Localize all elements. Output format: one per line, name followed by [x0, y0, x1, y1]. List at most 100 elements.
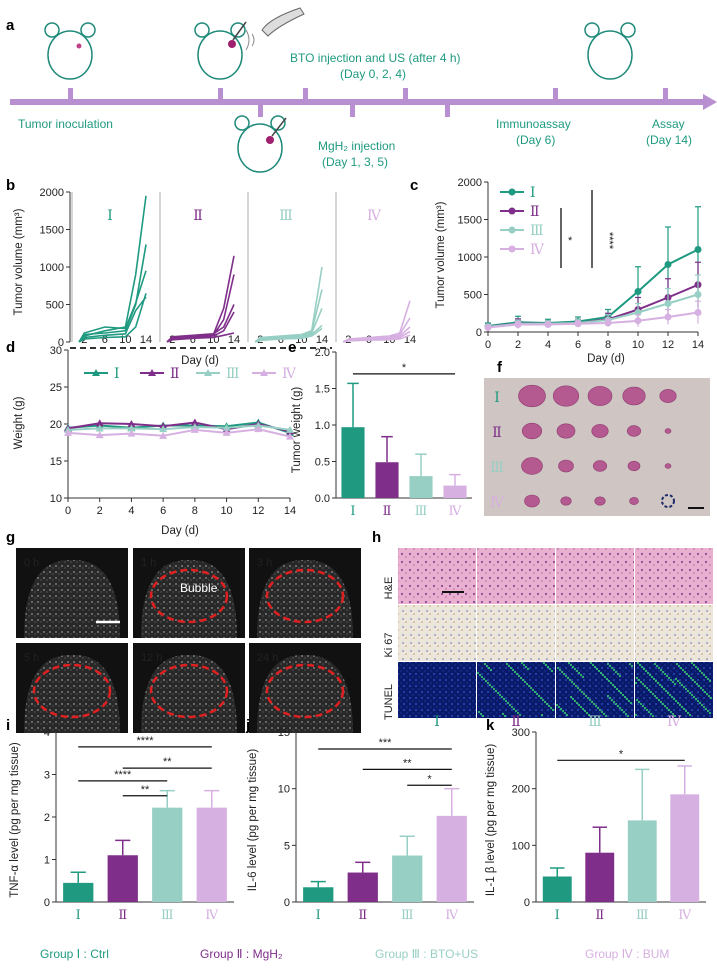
tunel-positive-cell [537, 694, 541, 698]
tunel-positive-cell [589, 661, 593, 665]
tunel-positive-cell [617, 689, 621, 693]
footer-group-1: Group Ⅰ : Ctrl [40, 947, 109, 961]
mouse-icon [44, 22, 96, 80]
tunel-positive-cell [641, 704, 645, 708]
bar [196, 807, 227, 902]
tunel-positive-cell [614, 702, 618, 706]
legend-label: Ⅲ [226, 367, 240, 382]
footer-group-2: Group Ⅱ : MgH₂ [200, 947, 283, 961]
tunel-positive-cell [529, 686, 533, 690]
tunel-positive-cell [628, 662, 632, 666]
tunel-positive-cell [621, 693, 625, 697]
tunel-positive-cell [508, 703, 512, 707]
tunel-positive-cell [606, 694, 610, 698]
panel-k-label: k [486, 717, 495, 734]
data-point [127, 424, 136, 432]
tunel-positive-cell [670, 695, 674, 699]
data-point [664, 261, 672, 268]
event-mgh2-injection: MgH₂ injection [318, 139, 395, 153]
histology-tile [556, 548, 634, 604]
tunel-positive-cell [567, 661, 571, 665]
xtick-label: 2 [97, 505, 103, 517]
panel-h-row-label: Ki 67 [383, 632, 395, 657]
series-line [67, 424, 291, 431]
tunel-positive-cell [688, 713, 692, 717]
tunel-positive-cell [521, 678, 525, 682]
tunel-positive-cell [577, 703, 581, 707]
tunel-positive-cell [558, 668, 562, 672]
data-point [514, 321, 522, 328]
tunel-positive-cell [571, 697, 575, 701]
tunel-positive-cell [674, 699, 678, 703]
data-point [286, 432, 294, 440]
bar [107, 855, 138, 902]
xtick-label: Ⅳ [449, 503, 463, 518]
ytick-label: 30 [50, 345, 62, 357]
tumor [622, 386, 646, 406]
tunel-positive-cell [630, 664, 634, 668]
tumor [518, 384, 546, 408]
tunel-positive-cell [660, 685, 664, 689]
tunel-positive-cell [539, 696, 543, 700]
tunel-positive-cell [635, 698, 639, 702]
tunel-positive-cell [605, 677, 609, 681]
tunel-positive-cell [515, 672, 519, 676]
tunel-positive-cell [682, 685, 686, 689]
tunel-positive-cell [691, 678, 695, 682]
panel-b-xtick: 6 [190, 334, 196, 346]
tunel-positive-cell [678, 703, 682, 707]
tumor [664, 463, 672, 469]
tunel-positive-cell [666, 691, 670, 695]
panel-f-row-label: Ⅱ [492, 426, 502, 441]
tunel-positive-cell [663, 704, 667, 708]
panel-b-mouse-line [254, 327, 323, 343]
xtick-label: Ⅱ [118, 907, 127, 922]
tunel-positive-cell [527, 684, 531, 688]
tunel-positive-cell [701, 688, 705, 692]
panel-h-col-label: Ⅱ [511, 715, 521, 730]
histology-tile [398, 605, 476, 661]
panel-f-label: f [497, 359, 503, 376]
tunel-positive-cell [618, 706, 622, 710]
tunel-positive-cell [526, 667, 530, 671]
bar [670, 794, 700, 902]
event-assay-day: (Day 14) [646, 133, 692, 147]
tunel-positive-cell [620, 708, 624, 712]
panel-b-ytick: 1500 [40, 225, 64, 237]
tunel-positive-cell [519, 676, 523, 680]
tumor [587, 386, 613, 406]
tumor-outline [149, 663, 229, 719]
tunel-positive-cell [511, 668, 515, 672]
panel-e-ylabel: Tumor weight (g) [291, 387, 303, 474]
histology-tile [398, 662, 476, 718]
tunel-positive-cell [514, 709, 518, 713]
tunel-positive-cell [663, 672, 667, 676]
tunel-positive-cell [686, 689, 690, 693]
tunel-positive-cell [607, 679, 611, 683]
panel-b-mouse-line [78, 296, 147, 343]
tunel-positive-cell [679, 666, 683, 670]
xtick-label: Ⅰ [316, 907, 321, 922]
tunel-positive-cell [561, 709, 565, 713]
histology-tile [635, 605, 713, 661]
tunel-positive-cell [591, 663, 595, 667]
tunel-positive-cell [586, 696, 590, 700]
tunel-positive-cell [671, 712, 675, 716]
histology-tile [398, 548, 476, 604]
tunel-positive-cell [550, 669, 554, 673]
tumor [552, 385, 580, 407]
tissue-region [24, 654, 120, 733]
tunel-positive-cell [480, 675, 484, 679]
panel-e-label: e [288, 339, 296, 356]
tunel-positive-cell [646, 671, 650, 675]
legend-label: Ⅱ [530, 205, 540, 220]
tunel-positive-cell [569, 663, 573, 667]
panel-b-ylabel: Tumor volume (mm³) [13, 208, 25, 315]
sig-label: **** [603, 232, 615, 250]
tunel-positive-cell [597, 669, 601, 673]
data-point [95, 431, 104, 439]
tunel-positive-cell [659, 700, 663, 704]
tunel-positive-cell [504, 699, 508, 703]
